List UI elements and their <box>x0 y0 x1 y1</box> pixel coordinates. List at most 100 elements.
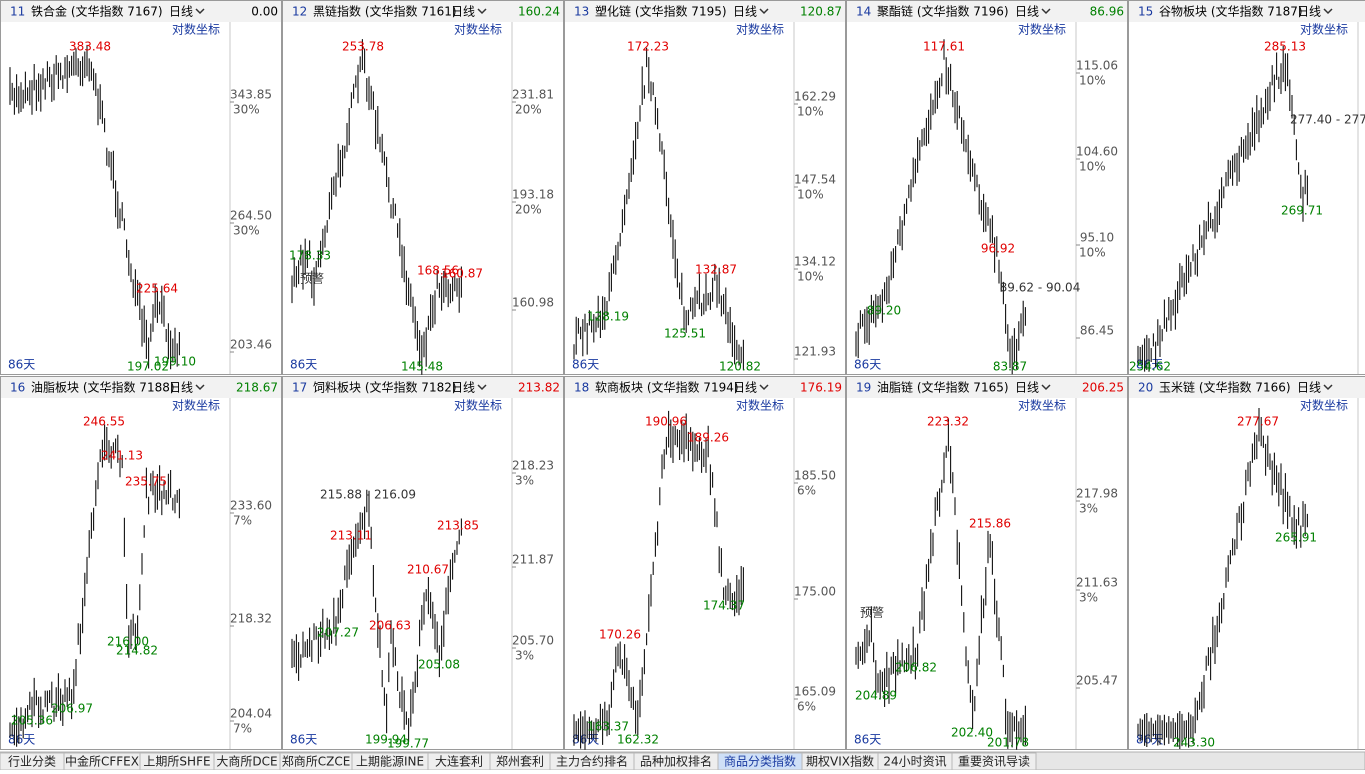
day-count: 86天 <box>290 358 317 372</box>
tab-label[interactable]: 郑州套利 <box>496 754 544 769</box>
day-count: 86天 <box>854 733 881 747</box>
price-annotation: 190.96 <box>645 415 687 429</box>
axis-percent: 7% <box>233 722 252 736</box>
axis-percent: 10% <box>1079 74 1106 88</box>
price-annotation: 215.88 - 216.09 <box>320 488 416 502</box>
price-annotation: 235.75 <box>125 475 167 489</box>
tab-label[interactable]: 中金所CFFEX <box>65 754 139 769</box>
axis-price: 233.60 <box>230 499 272 513</box>
period-select[interactable]: 日线 <box>169 5 193 19</box>
tab-label[interactable]: 大连套利 <box>435 754 483 769</box>
panel-title: 饲料板块 (文华指数 7182) <box>313 380 457 395</box>
tab-label[interactable]: 主力合约排名 <box>556 754 628 769</box>
price-annotation: 162.32 <box>617 733 659 747</box>
tab-label[interactable]: 上期所SHFE <box>143 755 210 769</box>
axis-price: 217.98 <box>1076 487 1118 501</box>
price-annotation: 189.26 <box>687 431 729 445</box>
period-select[interactable]: 日线 <box>1297 381 1321 395</box>
price-annotation: 269.71 <box>1281 204 1323 218</box>
tab-label[interactable]: 大商所DCE <box>216 754 277 769</box>
tab-label[interactable]: 重要资讯导读 <box>958 755 1030 769</box>
scale-toggle[interactable]: 对数坐标 <box>1300 398 1348 413</box>
axis-price: 162.29 <box>794 90 836 104</box>
scale-toggle[interactable]: 对数坐标 <box>454 398 502 413</box>
panel-title: 谷物板块 (文华指数 7187) <box>1159 4 1303 19</box>
panel-number: 18 <box>574 381 589 395</box>
scale-toggle[interactable]: 对数坐标 <box>1018 22 1066 37</box>
axis-percent: 30% <box>233 103 260 117</box>
panel-title: 铁合金 (文华指数 7167) <box>31 4 163 19</box>
price-annotation: 241.13 <box>101 449 143 463</box>
price-annotation: 205.08 <box>418 658 460 672</box>
axis-price: 218.32 <box>230 612 272 626</box>
tab-label[interactable]: 期权VIX指数 <box>806 754 874 769</box>
period-select[interactable]: 日线 <box>733 381 757 395</box>
tab-label[interactable]: 上期能源INE <box>356 755 424 769</box>
period-select[interactable]: 日线 <box>451 5 475 19</box>
panel-title: 黑链指数 (文华指数 7161) <box>313 4 457 19</box>
price-annotation: 206.97 <box>51 702 93 716</box>
price-annotation: 277.40 - 277.50 <box>1290 113 1365 127</box>
scale-toggle[interactable]: 对数坐标 <box>736 398 784 413</box>
panel-frame <box>847 1 1128 375</box>
tab-label[interactable]: 郑商所CZCE <box>282 754 351 769</box>
tab-label[interactable]: 商品分类指数 <box>724 754 796 769</box>
axis-price: 218.23 <box>512 459 554 473</box>
price-annotation: 206.82 <box>895 661 937 675</box>
scale-toggle[interactable]: 对数坐标 <box>1018 398 1066 413</box>
price-annotation: 277.67 <box>1237 415 1279 429</box>
period-select[interactable]: 日线 <box>451 381 475 395</box>
tab-label[interactable]: 品种加权排名 <box>640 754 712 769</box>
price-annotation: 254.62 <box>1129 360 1171 374</box>
price-annotation: 预警 <box>300 271 324 286</box>
period-select[interactable]: 日线 <box>1297 5 1321 19</box>
day-count: 86天 <box>854 358 881 372</box>
price-annotation: 125.51 <box>664 327 706 341</box>
panel-title: 油脂板块 (文华指数 7188) <box>31 380 175 395</box>
axis-percent: 6% <box>797 700 816 714</box>
price-annotation: 265.91 <box>1275 531 1317 545</box>
axis-price: 205.70 <box>512 634 554 648</box>
price-annotation: 213.85 <box>437 519 479 533</box>
scale-toggle[interactable]: 对数坐标 <box>172 22 220 37</box>
period-select[interactable]: 日线 <box>1015 381 1039 395</box>
price-annotation: 225.64 <box>136 282 178 296</box>
period-select[interactable]: 日线 <box>169 381 193 395</box>
scale-toggle[interactable]: 对数坐标 <box>454 22 502 37</box>
scale-toggle[interactable]: 对数坐标 <box>172 398 220 413</box>
last-price: 213.82 <box>518 381 560 395</box>
axis-price: 121.93 <box>794 345 836 359</box>
tab-label[interactable]: 行业分类 <box>8 755 56 769</box>
axis-percent: 20% <box>515 203 542 217</box>
panel-frame <box>1 1 282 375</box>
period-select[interactable]: 日线 <box>733 5 757 19</box>
panel-title: 聚酯链 (文华指数 7196) <box>877 4 1009 19</box>
period-select[interactable]: 日线 <box>1015 5 1039 19</box>
last-price: 206.25 <box>1082 381 1124 395</box>
scale-toggle[interactable]: 对数坐标 <box>736 22 784 37</box>
axis-percent: 3% <box>1079 591 1098 605</box>
price-annotation: 246.55 <box>83 415 125 429</box>
day-count: 86天 <box>572 358 599 372</box>
axis-percent: 3% <box>515 649 534 663</box>
panel-number: 20 <box>1138 381 1153 395</box>
panel-frame <box>1 377 282 750</box>
panel-number: 15 <box>1138 5 1153 19</box>
scale-toggle[interactable]: 对数坐标 <box>1300 22 1348 37</box>
tab-label[interactable]: 24小时资讯 <box>883 755 946 769</box>
last-price: 0.00 <box>251 5 278 19</box>
panel-frame <box>1129 377 1365 750</box>
axis-price: 203.46 <box>230 338 272 352</box>
last-price: 176.19 <box>800 381 842 395</box>
price-annotation: 199.10 <box>154 355 196 369</box>
panel-title: 塑化链 (文华指数 7195) <box>595 4 727 19</box>
price-annotation: 201.78 <box>987 736 1029 750</box>
price-annotation: 160.87 <box>441 267 483 281</box>
axis-percent: 10% <box>1079 160 1106 174</box>
price-annotation: 253.78 <box>342 40 384 54</box>
